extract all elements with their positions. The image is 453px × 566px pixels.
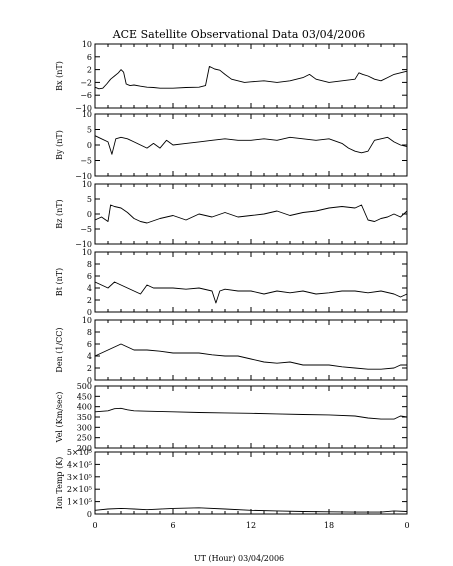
y-axis-label: Bx (nT) (55, 61, 64, 91)
y-tick-label: 6 (87, 340, 92, 349)
y-tick-label: 200 (77, 444, 92, 453)
y-tick-label: 500 (77, 382, 92, 391)
panel-den: 0 2 4 6 8 10 Den (1/CC) (55, 316, 408, 385)
y-tick-label: 400 (77, 403, 92, 412)
y-tick-label: 5 (87, 126, 92, 135)
y-axis-label: Den (1/CC) (55, 327, 64, 372)
y-tick-label: 4×10⁵ (67, 460, 92, 469)
y-tick-label: 300 (77, 423, 92, 432)
panel-by: −10 −5 0 5 10 By (nT) (55, 110, 408, 181)
y-tick-label: −10 (75, 104, 92, 113)
series-line-temp (94, 507, 408, 513)
y-tick-label: 8 (87, 328, 92, 337)
y-tick-label: 2×10⁵ (67, 485, 92, 494)
y-tick-label: 6 (87, 53, 92, 62)
chart-title: ACE Satellite Observational Data 03/04/2… (112, 28, 366, 41)
y-tick-label: 10 (82, 180, 92, 189)
y-tick-label: 0 (87, 141, 92, 150)
y-axis-label: Bt (nT) (55, 268, 64, 296)
panel-bx: −10 −6 −2 2 6 10 Bx (nT) (55, 40, 408, 113)
y-tick-label: 1×10⁵ (67, 498, 92, 507)
y-axis-label: Bz (nT) (55, 199, 64, 228)
y-tick-label: −5 (80, 225, 92, 234)
y-tick-label: 5 (87, 195, 92, 204)
y-tick-label: 10 (82, 40, 92, 49)
series-line-bt (94, 281, 408, 304)
panel-bz: −10 −5 0 5 10 Bz (nT) (55, 180, 408, 249)
y-axis-label: Ion Temp (K) (55, 457, 64, 510)
y-tick-label: 350 (77, 413, 92, 422)
y-tick-label: 2 (87, 364, 92, 373)
y-tick-label: 0 (87, 510, 92, 519)
y-axis-label: By (nT) (55, 130, 64, 160)
x-tick-label: 0 (92, 521, 97, 530)
y-tick-label: −5 (80, 157, 92, 166)
y-tick-label: −2 (80, 78, 92, 87)
y-tick-label: −6 (80, 91, 92, 100)
y-tick-label: 2 (87, 66, 92, 75)
y-tick-label: 250 (77, 434, 92, 443)
y-tick-label: 4 (87, 352, 92, 361)
y-tick-label: 6 (87, 272, 92, 281)
panel-frame (94, 43, 408, 109)
x-tick-label: 18 (324, 521, 334, 530)
y-tick-label: 5×10⁵ (67, 448, 92, 457)
y-axis-label: Vel (Km/sec) (55, 392, 64, 444)
x-tick-label: 12 (246, 521, 256, 530)
panel-frame (94, 251, 408, 313)
x-tick-label: 6 (170, 521, 175, 530)
series-line-den (94, 343, 407, 370)
y-tick-label: 0 (87, 308, 92, 317)
panel-frame (94, 113, 408, 177)
panel-frame (94, 451, 408, 515)
x-axis-label: UT (Hour) 03/04/2006 (194, 554, 284, 563)
panel-bt: 0 2 4 6 8 10 Bt (nT) (55, 248, 408, 317)
series-line-vel (94, 407, 408, 420)
y-tick-label: 10 (82, 248, 92, 257)
series-line-bz (94, 204, 408, 224)
series-line-by (94, 135, 408, 155)
y-tick-label: 0 (87, 376, 92, 385)
y-tick-label: −10 (75, 172, 92, 181)
y-tick-label: 10 (82, 110, 92, 119)
y-tick-label: 0 (87, 210, 92, 219)
x-tick-labels: 0 6 12 18 0 (92, 521, 409, 530)
y-tick-label: 450 (77, 392, 92, 401)
series-line-bx (94, 65, 408, 90)
panels-group: −10 −6 −2 2 6 10 Bx (nT) −10 −5 0 5 10 By (nT) −10 −5 0… (55, 40, 408, 519)
y-tick-label: 3×10⁵ (67, 473, 92, 482)
y-tick-label: −10 (75, 240, 92, 249)
y-tick-label: 8 (87, 260, 92, 269)
panel-frame (94, 183, 408, 245)
x-tick-label: 0 (404, 521, 409, 530)
y-tick-label: 4 (87, 284, 92, 293)
y-tick-label: 2 (87, 296, 92, 305)
y-tick-label: 10 (82, 316, 92, 325)
